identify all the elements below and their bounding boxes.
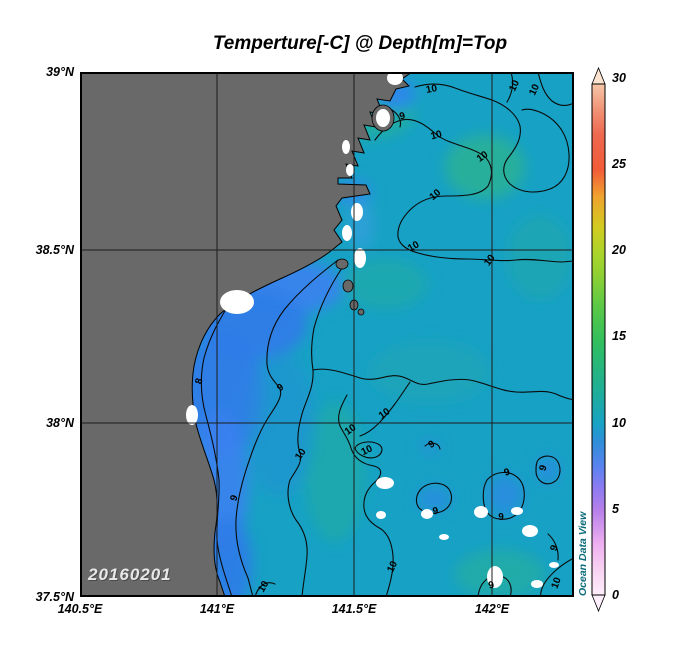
contour-label: 9 [538,463,550,472]
contour-label: 9 [432,506,440,518]
no-data-patches [186,72,559,588]
plot-title: Temperture[-C] @ Depth[m]=Top [212,33,508,54]
contour-label: 10 [550,576,564,591]
contour-label: 9 [275,382,286,394]
cbar-tick-30: 30 [612,71,626,85]
contour-label: 10 [256,579,271,595]
contour-label: 9 [487,579,496,591]
cbar-tick-15: 15 [612,329,626,343]
contour-label: 9 [229,493,241,502]
lat-tick-37-5: 37.5°N [35,590,74,604]
cbar-tick-5: 5 [612,502,619,516]
contour-label: 10 [425,83,438,96]
cbar-tick-20: 20 [612,243,626,257]
colorbar [591,66,606,613]
lon-tick-141: 141°E [199,602,235,616]
colorbar-arrow-down [591,594,606,613]
lon-tick-140-5: 140.5°E [57,602,103,616]
colorbar-arrow-up [591,66,606,85]
contour-label: 9 [498,512,504,523]
graticule [80,72,574,597]
contour-label: 10 [430,129,444,143]
colorbar-gradient-bar [591,83,606,596]
contour-label: 9 [503,466,512,478]
contour-label: 9 [398,110,407,122]
cbar-tick-25: 25 [612,157,626,171]
contour-label: 8 [194,377,206,386]
contour-label: 10 [507,78,522,93]
contour-label: 10 [527,82,542,97]
isotherm-contours [200,72,574,597]
cbar-tick-10: 10 [612,416,626,430]
lat-tick-38-5: 38.5°N [35,243,74,257]
lon-tick-142: 142°E [474,602,510,616]
lat-tick-39: 39°N [46,65,74,79]
contour-label: 10 [385,559,400,574]
map-frame [80,72,574,597]
contour-label: 10 [360,443,375,458]
date-label: 20160201 [88,565,172,584]
lat-tick-38: 38°N [46,416,74,430]
contour-label: 9 [549,543,561,552]
lon-tick-141-5: 141.5°E [331,602,377,616]
contour-label: 10 [406,239,422,254]
contour-label: 9 [427,438,438,451]
cbar-tick-0: 0 [612,588,619,602]
